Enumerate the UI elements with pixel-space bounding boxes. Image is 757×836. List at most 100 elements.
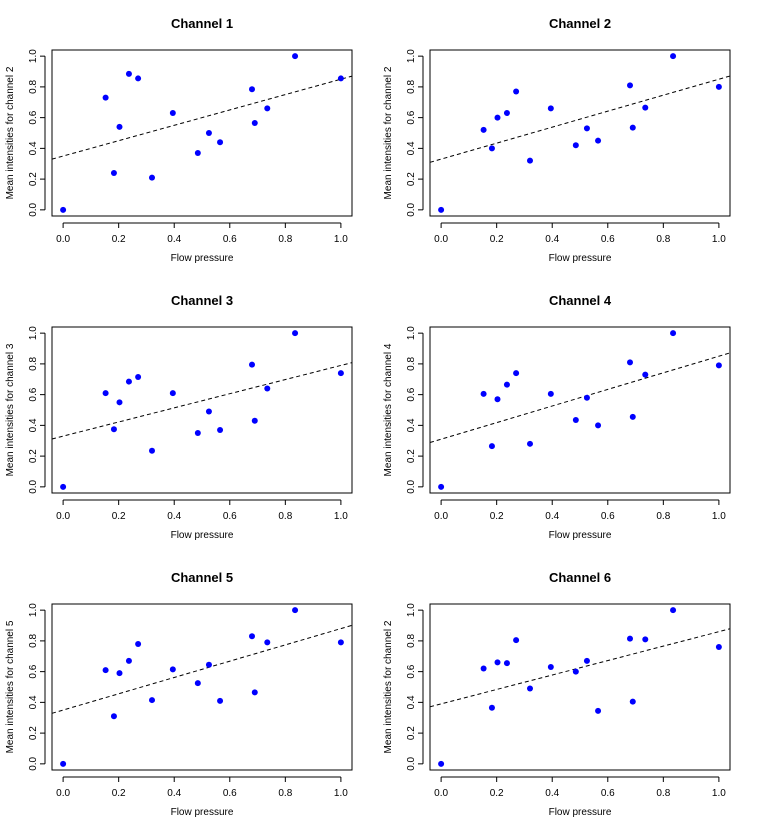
x-tick-label: 0.2 [490,234,504,245]
y-tick-label: 0.8 [406,80,417,94]
x-tick-label: 1.0 [334,511,348,522]
data-point [438,483,445,490]
data-point [595,137,602,144]
data-point [251,417,258,424]
y-tick-label: 0.4 [406,695,417,709]
y-tick-label: 0.0 [28,479,39,493]
y-tick-label: 0.0 [28,756,39,770]
y-tick-label: 0.4 [28,141,39,155]
data-point [572,668,579,675]
data-point [513,637,520,644]
x-tick-label: 0.8 [278,234,292,245]
x-tick-label: 1.0 [712,788,726,799]
data-point [494,114,501,121]
data-point [642,371,649,378]
y-axis-label: Mean intensities for channel 4 [383,343,394,476]
y-axis-label: Mean intensities for channel 2 [383,620,394,753]
chart-title: Channel 5 [171,570,233,585]
regression-line [429,352,731,444]
y-tick-label: 0.6 [28,110,39,124]
data-point [251,120,258,127]
x-tick-label: 0.0 [434,511,448,522]
data-point [292,330,299,337]
data-point [480,390,487,397]
data-point [337,75,344,82]
data-point [513,370,520,377]
x-tick-label: 0.6 [223,511,237,522]
data-point [627,82,633,89]
x-tick-label: 0.8 [656,788,670,799]
data-point [547,105,554,112]
x-tick-label: 0.0 [56,788,70,799]
y-tick-label: 0.0 [406,756,417,770]
y-tick-label: 0.2 [28,726,39,740]
x-tick-label: 0.6 [601,788,615,799]
data-point [116,399,123,406]
y-tick-label: 0.8 [28,80,39,94]
chart-title: Channel 3 [171,293,233,308]
data-point [217,139,224,146]
data-point [292,53,299,60]
y-tick-label: 0.6 [406,387,417,401]
y-tick-label: 0.4 [28,418,39,432]
data-point [670,607,677,614]
y-tick-label: 1.0 [406,49,417,63]
plot-box [51,603,353,771]
plot-box [429,326,731,494]
plot-box [429,603,731,771]
regression-line [429,75,731,163]
data-point [125,657,132,664]
x-tick-label: 0.8 [656,234,670,245]
y-tick-label: 1.0 [28,603,39,617]
data-point [513,88,520,95]
x-tick-label: 1.0 [334,234,348,245]
panel-6: Channel 6 0.0 0.0 0.2 0.2 0.4 0.4 0.6 0.6 0.8 0.8 1… [383,570,731,818]
data-point [169,390,176,397]
data-point [572,416,579,423]
x-tick-label: 0.8 [656,511,670,522]
chart-title: Channel 6 [549,570,611,585]
regression-line [51,624,353,714]
data-point [629,698,636,705]
x-tick-label: 0.6 [601,234,615,245]
data-point [205,130,212,136]
data-point [102,94,109,101]
x-axis-label: Flow pressure [171,253,234,264]
data-point [251,689,258,696]
x-tick-label: 0.0 [56,234,70,245]
data-point [715,362,722,369]
data-point [494,659,501,666]
data-point [438,206,445,213]
data-point [583,657,590,664]
x-tick-label: 0.2 [490,788,504,799]
chart-title: Channel 4 [549,293,612,308]
data-point [292,607,299,614]
data-point [480,126,487,133]
x-tick-label: 0.2 [112,788,126,799]
y-axis-label: Mean intensities for channel 2 [5,66,16,199]
plot-box [51,49,353,217]
x-tick-label: 0.0 [434,234,448,245]
x-tick-label: 0.4 [545,788,559,799]
data-point [249,361,255,368]
y-tick-label: 0.2 [28,172,39,186]
y-tick-label: 0.8 [28,634,39,648]
y-axis-label: Mean intensities for channel 5 [5,620,16,753]
panel-2: Channel 2 0.0 0.0 0.2 0.2 0.4 0.4 0.6 0.6 0.8 0.8 1… [383,16,731,264]
y-tick-label: 1.0 [28,326,39,340]
data-point [217,697,224,704]
y-tick-label: 0.6 [406,664,417,678]
data-point [194,680,201,687]
data-point [488,443,495,450]
data-point [488,145,495,152]
data-point [169,110,176,117]
plot-box [429,49,731,217]
data-point [488,704,495,711]
data-point [583,125,590,132]
data-point [595,707,602,714]
chart-title: Channel 2 [549,16,611,31]
x-tick-label: 0.0 [56,511,70,522]
x-axis-label: Flow pressure [171,807,234,818]
data-point [572,142,579,149]
